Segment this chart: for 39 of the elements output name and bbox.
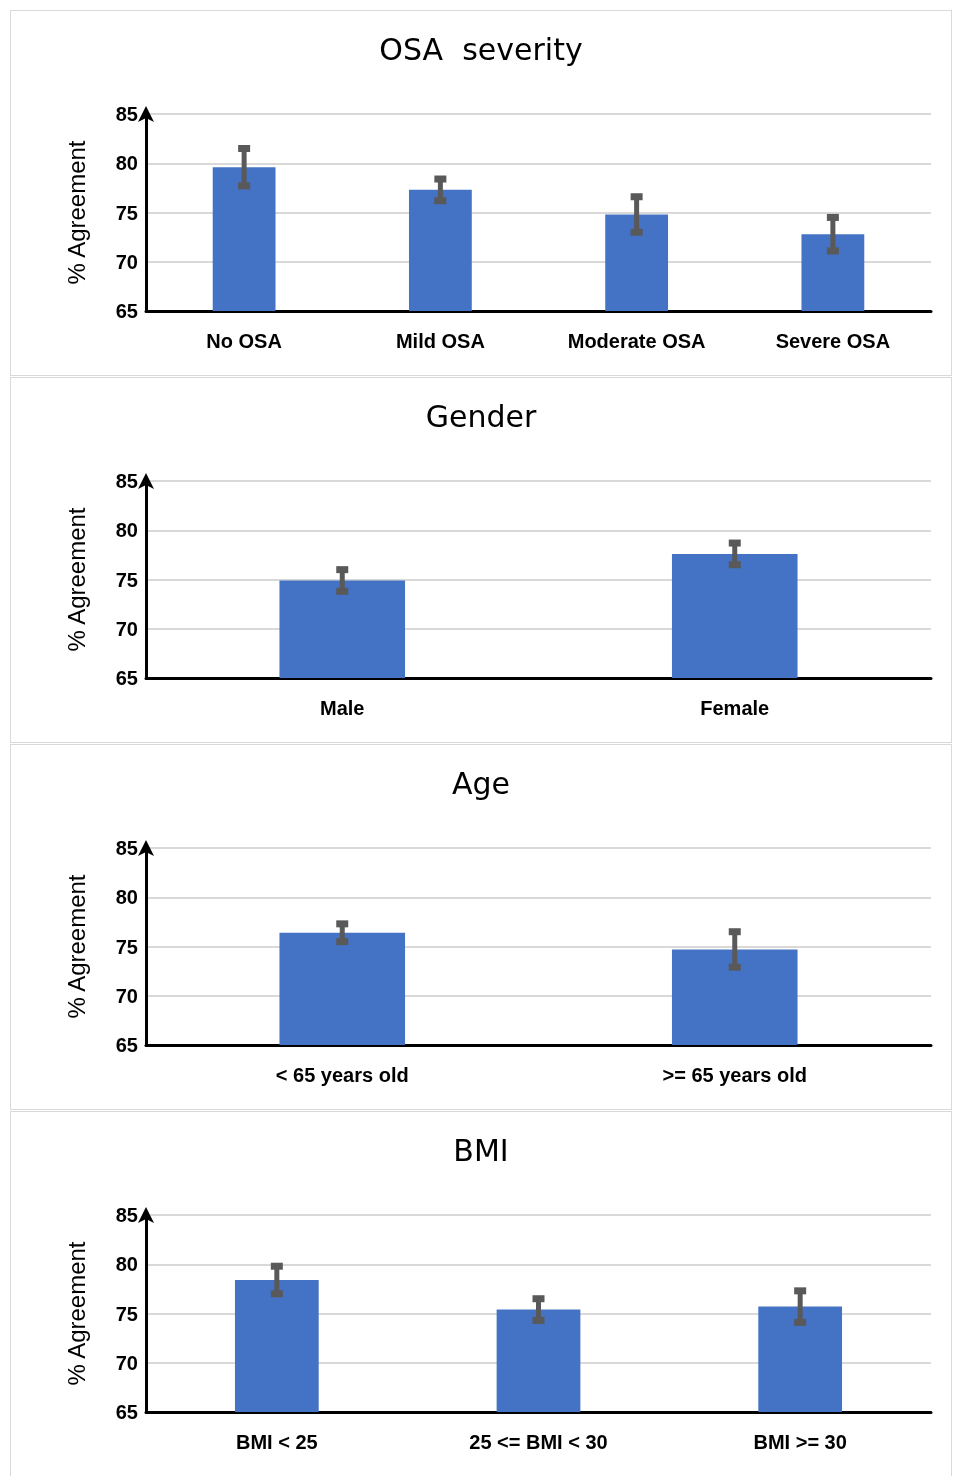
y-tick-label: 70 [115,1351,138,1374]
y-tick-label: 85 [115,470,138,492]
y-tick-label: 75 [115,201,138,224]
x-tick-label: BMI >= 30 [753,1431,847,1453]
chart-title: Gender [425,398,537,434]
x-tick-label: Moderate OSA [567,330,706,352]
y-tick-label: 70 [115,250,138,273]
y-axis-title: % Agreement [62,507,90,652]
y-axis-title: % Agreement [62,140,90,285]
chart-title: BMI [453,1132,509,1168]
x-tick-label: >= 65 years old [662,1064,808,1086]
y-tick-label: 70 [115,984,138,1007]
y-tick-label: 75 [115,1302,138,1325]
y-tick-label: 80 [115,519,138,542]
y-tick-label: 65 [115,300,138,322]
y-tick-label: 85 [115,837,138,859]
x-tick-label: BMI < 25 [235,1431,318,1453]
x-tick-label: Mild OSA [395,330,485,352]
y-axis-title: % Agreement [62,874,90,1019]
y-tick-label: 65 [115,667,138,689]
x-tick-label: 25 <= BMI < 30 [469,1431,608,1453]
chart-title: OSA severity [379,31,583,67]
y-axis-title: % Agreement [62,1241,90,1386]
y-tick-label: 85 [115,103,138,125]
y-tick-label: 75 [115,935,138,958]
y-tick-label: 80 [115,1253,138,1276]
x-tick-label: Severe OSA [775,330,891,352]
y-tick-label: 70 [115,617,138,640]
y-tick-label: 85 [115,1204,138,1226]
y-tick-label: 80 [115,886,138,909]
x-tick-label: No OSA [206,330,282,352]
x-tick-label: Female [700,697,770,719]
x-tick-label: < 65 years old [275,1064,409,1086]
y-tick-label: 80 [115,152,138,175]
y-tick-label: 65 [115,1401,138,1423]
y-tick-label: 65 [115,1034,138,1056]
chart-title: Age [451,765,511,801]
x-tick-label: Male [320,697,365,719]
y-tick-label: 75 [115,568,138,591]
